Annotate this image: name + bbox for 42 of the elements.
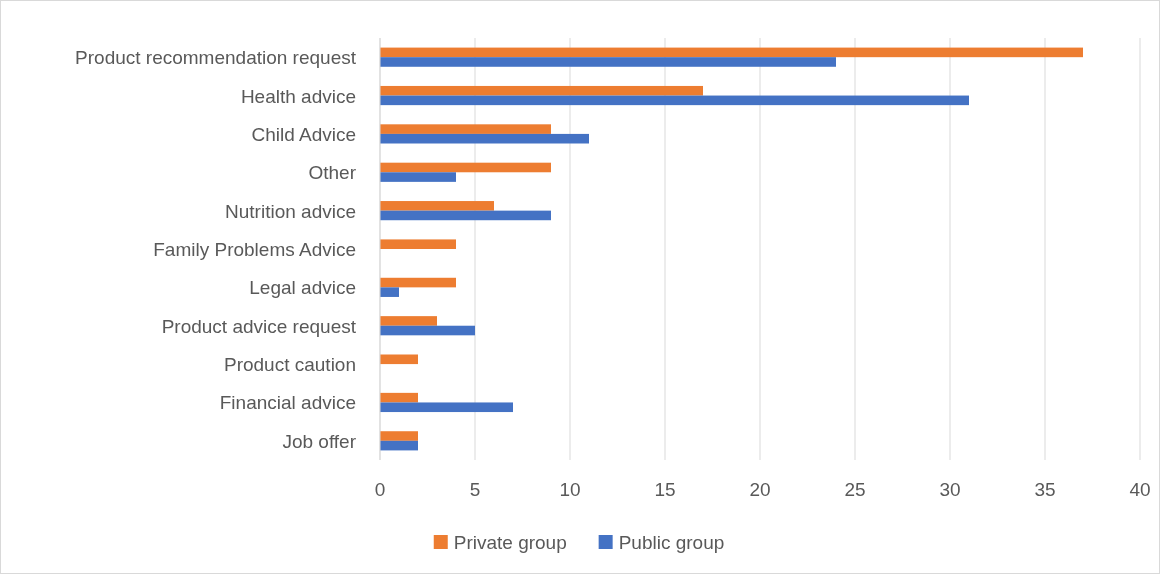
bar bbox=[380, 354, 418, 365]
y-tick-label: Child Advice bbox=[251, 123, 356, 145]
bar bbox=[380, 85, 703, 96]
bar bbox=[380, 239, 456, 249]
bar bbox=[380, 325, 475, 336]
bar bbox=[380, 392, 418, 403]
y-tick-label: Product recommendation request bbox=[75, 47, 357, 69]
x-tick-label: 10 bbox=[559, 479, 581, 500]
y-tick-label: Job offer bbox=[282, 430, 357, 452]
bar bbox=[380, 201, 494, 211]
bar bbox=[380, 162, 551, 173]
bar bbox=[380, 287, 399, 297]
y-tick-label: Legal advice bbox=[249, 277, 356, 299]
legend-label: Public group bbox=[618, 532, 725, 553]
bar bbox=[380, 95, 969, 106]
bar bbox=[380, 316, 437, 326]
x-tick-label: 20 bbox=[749, 479, 771, 500]
bar bbox=[380, 172, 456, 182]
x-tick-label: 5 bbox=[469, 479, 481, 500]
y-tick-label: Health advice bbox=[240, 85, 356, 107]
bar bbox=[380, 402, 513, 413]
bar bbox=[380, 277, 456, 288]
bar bbox=[380, 440, 418, 451]
bar bbox=[380, 47, 1083, 58]
y-tick-label: Nutrition advice bbox=[225, 200, 356, 222]
bar bbox=[380, 133, 589, 144]
x-tick-label: 30 bbox=[939, 479, 961, 500]
x-tick-label: 15 bbox=[654, 479, 676, 500]
x-tick-label: 25 bbox=[844, 479, 866, 500]
x-tick-label: 0 bbox=[374, 479, 386, 500]
y-tick-label: Financial advice bbox=[219, 392, 356, 414]
bar bbox=[380, 210, 551, 221]
legend-label: Private group bbox=[453, 532, 567, 553]
x-tick-label: 35 bbox=[1034, 479, 1056, 500]
x-tick-label: 40 bbox=[1129, 479, 1151, 500]
bar bbox=[380, 431, 418, 441]
y-tick-label: Product caution bbox=[223, 354, 356, 376]
y-tick-label: Product advice request bbox=[161, 315, 357, 337]
y-tick-label: Other bbox=[308, 162, 357, 184]
bar bbox=[380, 57, 836, 67]
y-tick-label: Family Problems Advice bbox=[153, 239, 356, 260]
bar bbox=[380, 124, 551, 134]
